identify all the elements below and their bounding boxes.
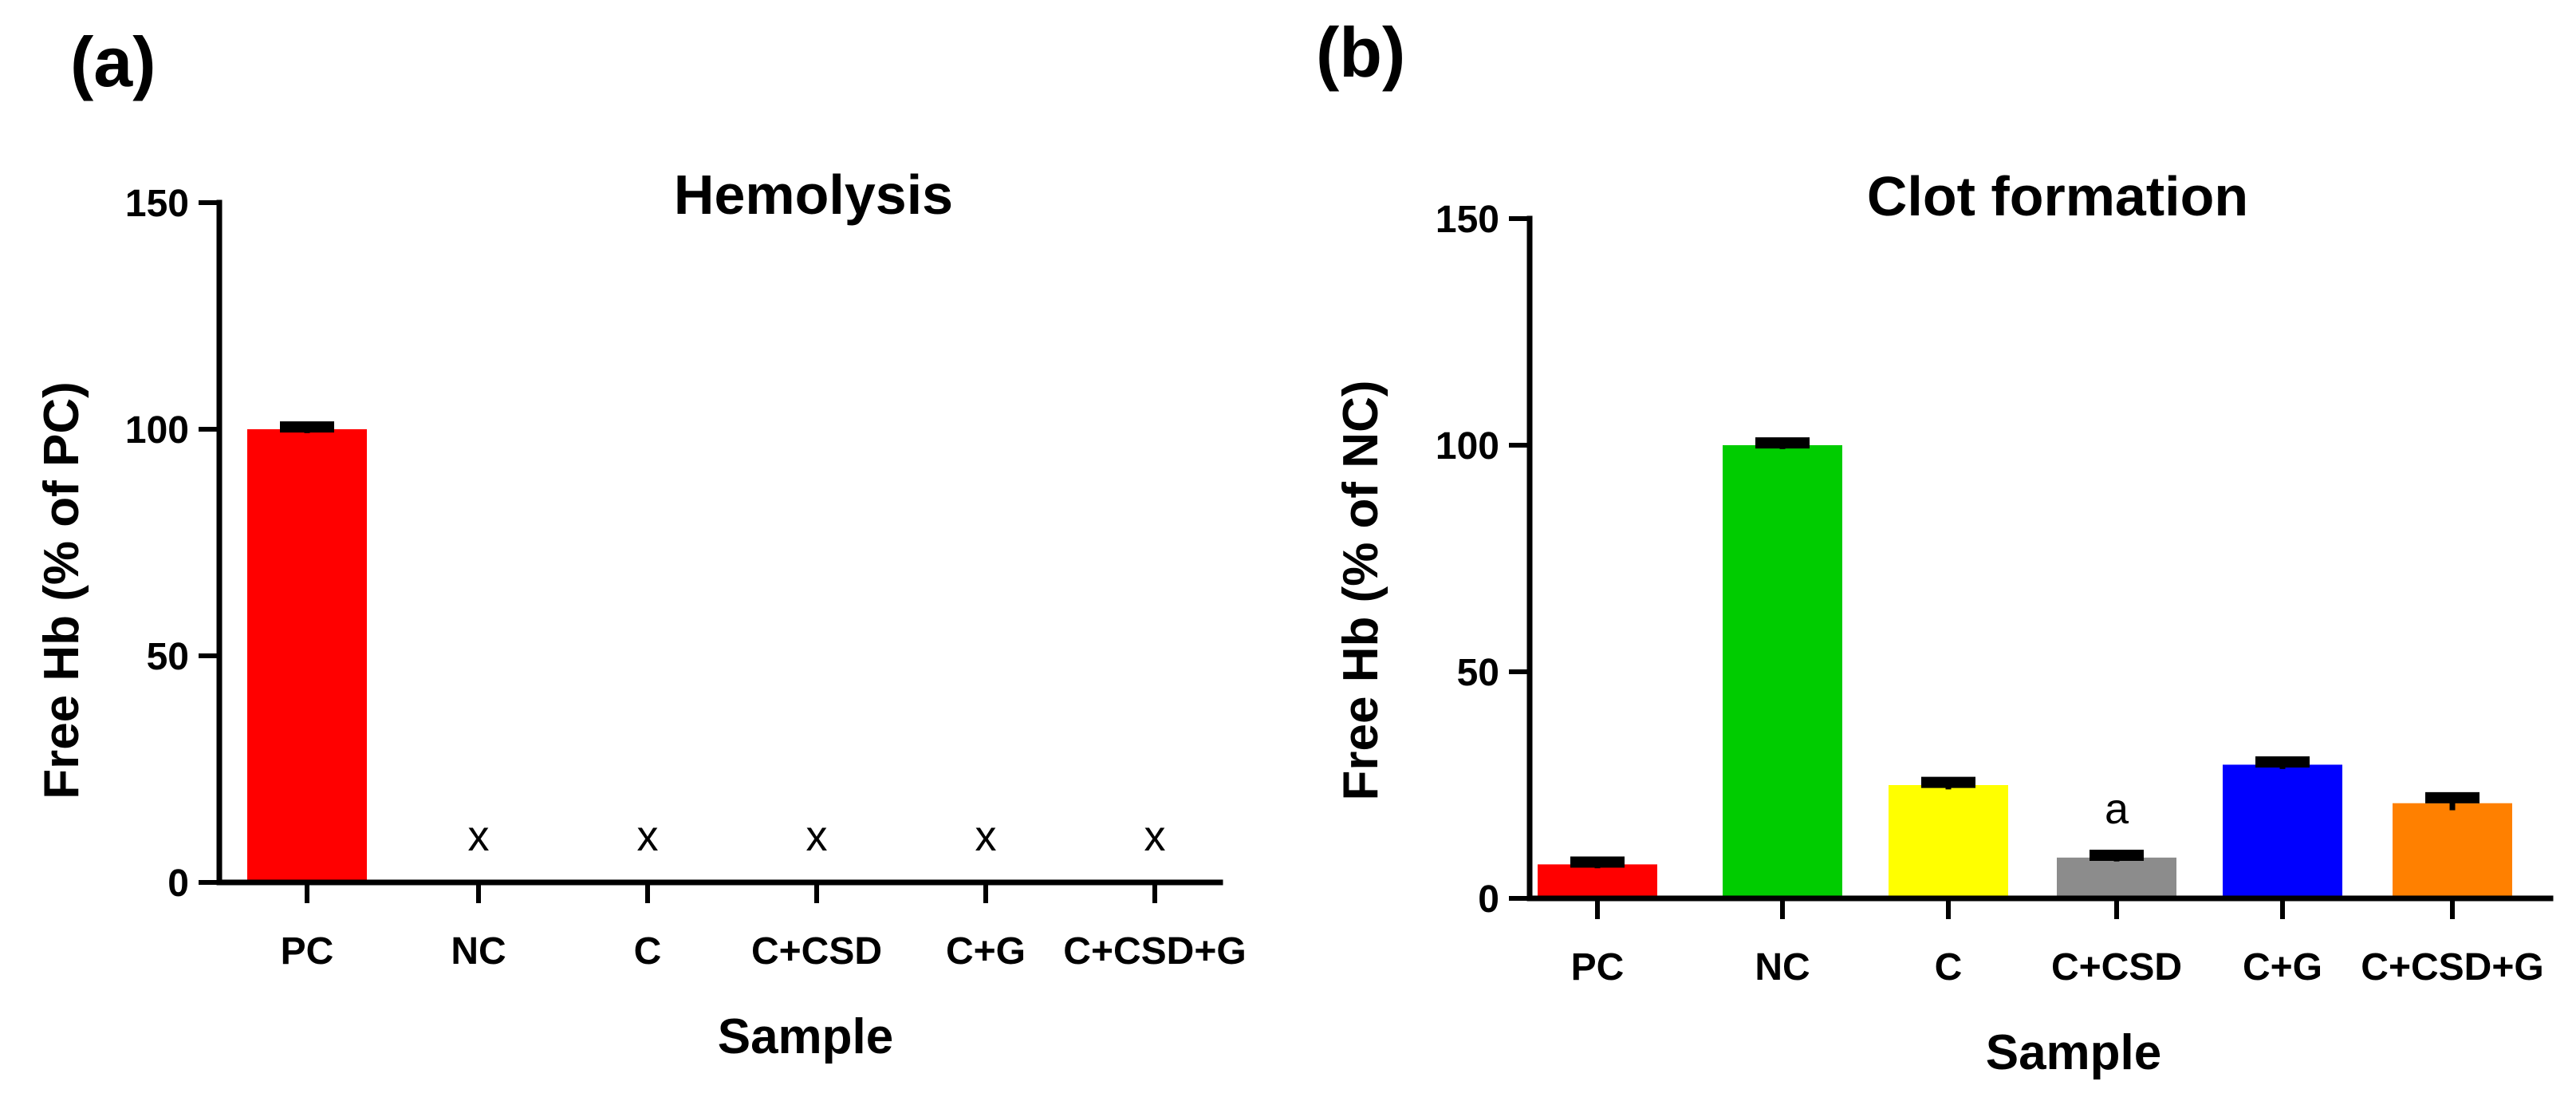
annotation-a-1: x xyxy=(468,812,490,860)
plot-area-b: 0 50 100 150 PC NC C C+CSD a C+G C+CSD+G xyxy=(1436,199,2554,989)
bar-b-c-plus-g xyxy=(2223,764,2342,898)
bar-b-pc xyxy=(1538,864,1657,898)
x-tick-label-b-2: C xyxy=(1935,946,1963,989)
bar-b-c-plus-csd xyxy=(2057,857,2176,898)
annotation-a-4: x xyxy=(975,812,997,860)
panel-b: (b) Clot formation Free Hb (% of NC) Sam… xyxy=(1316,13,2554,1080)
bar-b-c xyxy=(1889,785,2008,898)
y-tick-label-a-50: 50 xyxy=(147,636,189,678)
x-tick-label-b-0: PC xyxy=(1571,946,1625,989)
x-tick-label-b-4: C+G xyxy=(2243,946,2322,989)
y-tick-label-a-150: 150 xyxy=(125,183,189,225)
bar-b-nc xyxy=(1723,445,1842,898)
y-tick-label-b-50: 50 xyxy=(1457,652,1499,694)
y-tick-label-b-100: 100 xyxy=(1436,425,1499,468)
chart-title-b: Clot formation xyxy=(1867,165,2248,227)
y-axis-label-b: Free Hb (% of NC) xyxy=(1333,381,1388,801)
x-tick-label-a-3: C+CSD xyxy=(751,930,882,973)
y-axis-label-a: Free Hb (% of PC) xyxy=(34,381,89,799)
bar-b-c-plus-csd-plus-g xyxy=(2393,803,2512,898)
panel-label-a: (a) xyxy=(70,22,156,101)
bar-a-pc xyxy=(247,429,367,882)
annotation-a-3: x xyxy=(806,812,828,860)
y-tick-label-a-0: 0 xyxy=(167,862,189,905)
panel-label-b: (b) xyxy=(1316,13,1405,92)
x-tick-label-a-4: C+G xyxy=(946,930,1026,973)
x-tick-label-a-2: C xyxy=(634,930,662,973)
chart-title-a: Hemolysis xyxy=(674,164,953,226)
annotation-a-5: x xyxy=(1144,812,1166,860)
annotation-b-3: a xyxy=(2105,785,2129,833)
plot-area-a: 0 50 100 150 PC NC x Cx C+CSD x C+G x C+CSD+G x xyxy=(125,183,1247,973)
x-axis-label-b: Sample xyxy=(1986,1025,2162,1080)
x-tick-label-a-1: NC xyxy=(451,930,506,973)
y-tick-label-a-100: 100 xyxy=(125,409,189,452)
x-tick-label-b-5: C+CSD+G xyxy=(2361,946,2543,989)
x-tick-label-a-0: PC xyxy=(281,930,334,973)
x-tick-label-a-5: C+CSD+G xyxy=(1063,930,1246,973)
y-tick-label-b-0: 0 xyxy=(1478,878,1499,921)
y-tick-label-b-150: 150 xyxy=(1436,199,1499,241)
panel-a: (a) Hemolysis Free Hb (% of PC) Sample 0… xyxy=(34,22,1247,1064)
x-tick-label-b-3: C+CSD xyxy=(2051,946,2182,989)
x-axis-label-a: Sample xyxy=(718,1009,894,1064)
x-tick-label-b-1: NC xyxy=(1755,946,1810,989)
annotation-a-2: x xyxy=(637,812,659,860)
